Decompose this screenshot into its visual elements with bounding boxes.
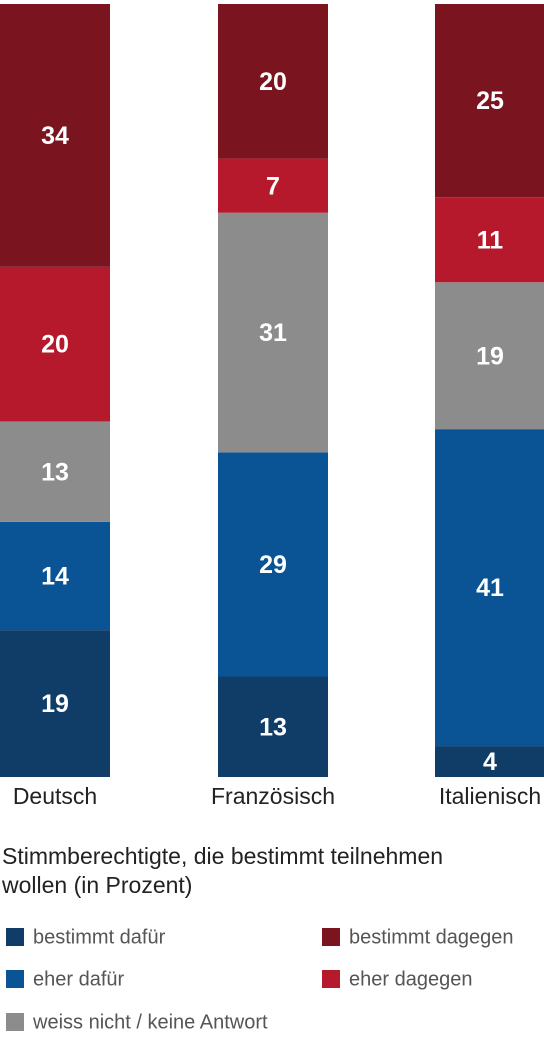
x-tick-label: Deutsch [13,783,97,809]
value-label: 13 [41,458,69,486]
value-label: 13 [259,713,287,741]
bar-segment [435,282,544,430]
bar-segment [218,158,328,213]
value-label: 41 [476,574,504,602]
legend-swatch [322,928,340,946]
value-label: 25 [476,87,504,115]
legend-swatch [322,970,340,988]
bar-segment [435,4,544,198]
legend-label: weiss nicht / keine Antwort [32,1011,268,1033]
legend-label: bestimmt dafür [33,926,166,948]
bar-segment [435,746,544,777]
bar-segment [218,676,328,777]
value-label: 19 [41,690,69,718]
x-tick-label: Französisch [211,783,335,809]
bar-segment [0,521,110,631]
bar-segment [218,452,328,677]
bar-segment [0,421,110,522]
bar-segment [0,4,110,267]
bar-segment [435,429,544,747]
value-label: 19 [476,342,504,370]
bar-segment [0,630,110,777]
legend-label: eher dagegen [349,968,472,990]
bar-segment [218,212,328,453]
bar-segment [0,266,110,422]
value-label: 20 [259,68,287,96]
value-label: 31 [259,319,287,347]
legend-swatch [6,970,24,988]
legend-label: bestimmt dagegen [349,926,514,948]
value-label: 29 [259,551,287,579]
chart-title: Stimmberechtigte, die bestimmt teilnehme… [2,843,444,898]
value-label: 7 [266,172,280,200]
legend-swatch [6,1013,24,1031]
legend-swatch [6,928,24,946]
value-label: 20 [41,331,69,359]
value-label: 11 [477,226,504,254]
bar-segment [218,4,328,159]
bar-segment [435,197,544,283]
value-label: 4 [483,748,497,776]
value-label: 34 [41,122,69,150]
value-label: 14 [41,563,69,591]
x-tick-label: Italienisch [439,783,541,809]
legend-label: eher dafür [33,968,125,990]
